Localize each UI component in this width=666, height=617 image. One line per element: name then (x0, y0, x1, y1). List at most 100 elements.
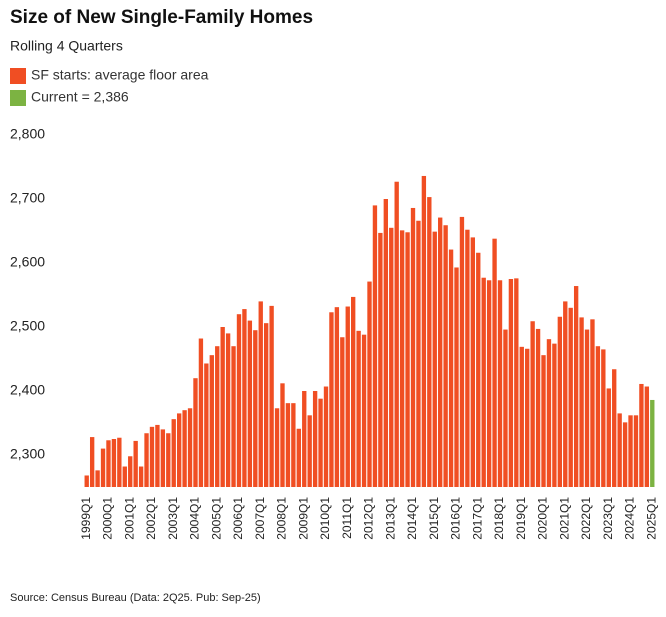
x-tick-label: 2016Q1 (449, 497, 463, 540)
y-tick-label: 2,400 (10, 382, 45, 398)
bar (144, 433, 149, 487)
x-tick-label: 2004Q1 (188, 497, 202, 540)
bar (628, 415, 633, 487)
x-tick-label: 2025Q1 (644, 497, 658, 540)
x-tick-label: 2000Q1 (101, 497, 115, 540)
bar (519, 346, 524, 487)
x-tick-label: 2024Q1 (623, 497, 637, 540)
bar (302, 391, 307, 487)
bar (307, 415, 312, 487)
bar (155, 424, 160, 487)
bar (253, 330, 258, 487)
chart-title: Size of New Single-Family Homes (10, 7, 313, 28)
bar (312, 391, 318, 487)
bar (187, 408, 193, 487)
bar (590, 319, 595, 487)
bar (448, 249, 454, 487)
x-tick-label: 2018Q1 (492, 497, 506, 540)
bar (622, 422, 628, 487)
bar (198, 338, 204, 487)
x-tick-label: 2015Q1 (427, 497, 441, 540)
bar (236, 314, 242, 487)
bar (351, 296, 356, 487)
x-tick-label: 2006Q1 (231, 497, 245, 540)
bar (193, 378, 198, 487)
bar (432, 231, 437, 487)
bar (633, 415, 639, 487)
bar (367, 281, 372, 487)
bar (459, 216, 465, 488)
bar (612, 369, 617, 487)
bar (617, 413, 622, 487)
bar (579, 317, 584, 487)
bar (215, 346, 220, 487)
bar (133, 440, 138, 487)
bar (595, 346, 601, 487)
bar (128, 456, 133, 487)
bar (644, 386, 650, 487)
bar (443, 225, 448, 488)
bar (438, 217, 443, 487)
bar (573, 286, 579, 487)
legend-label: Current = 2,386 (31, 89, 129, 105)
bar (209, 355, 214, 487)
bar (476, 252, 481, 487)
x-tick-label: 2013Q1 (383, 497, 397, 540)
bar (95, 470, 100, 487)
x-tick-label: 2019Q1 (514, 497, 528, 540)
x-tick-label: 2010Q1 (318, 497, 332, 540)
bar (160, 429, 166, 487)
bar (601, 349, 606, 487)
x-tick-label: 1999Q1 (79, 497, 93, 540)
x-tick-label: 2001Q1 (122, 497, 136, 540)
bar (535, 328, 541, 487)
x-tick-label: 2011Q1 (340, 497, 354, 539)
bar (389, 227, 394, 488)
bar (285, 403, 291, 487)
bar (454, 267, 459, 487)
bar (329, 312, 334, 487)
bar (546, 339, 552, 487)
bar (89, 437, 95, 487)
y-tick-label: 2,700 (10, 190, 45, 206)
x-tick-label: 2022Q1 (579, 497, 593, 540)
legend-swatch (10, 90, 26, 106)
x-tick-label: 2002Q1 (144, 497, 158, 540)
bar (416, 220, 421, 487)
bar (84, 475, 89, 487)
y-tick-label: 2,500 (10, 318, 45, 334)
y-tick-label: 2,800 (10, 126, 45, 142)
bar (291, 403, 296, 487)
bar (138, 466, 144, 487)
bar (503, 329, 508, 487)
y-tick-label: 2,600 (10, 254, 45, 270)
bar (372, 205, 378, 487)
x-tick-label: 2007Q1 (253, 497, 267, 540)
bar (334, 307, 340, 487)
bar (182, 410, 187, 487)
bar (552, 343, 557, 487)
bar (606, 388, 611, 487)
bar (318, 398, 323, 487)
bar (258, 301, 263, 487)
bar (242, 309, 247, 487)
bar (650, 399, 655, 487)
bar (296, 428, 301, 487)
bar (361, 334, 367, 487)
bar (481, 277, 486, 487)
bar (247, 320, 253, 487)
y-tick-label: 2,300 (10, 446, 45, 462)
bar (563, 301, 568, 487)
x-tick-label: 2023Q1 (601, 497, 615, 540)
legend-swatch (10, 68, 26, 84)
x-tick-label: 2005Q1 (209, 497, 223, 540)
x-tick-label: 2012Q1 (362, 497, 376, 540)
bar (470, 237, 475, 487)
bar (231, 346, 236, 487)
bar (171, 419, 176, 487)
bar (166, 433, 171, 487)
bar (378, 232, 383, 487)
x-tick-label: 2008Q1 (275, 497, 289, 540)
bar (584, 329, 590, 487)
